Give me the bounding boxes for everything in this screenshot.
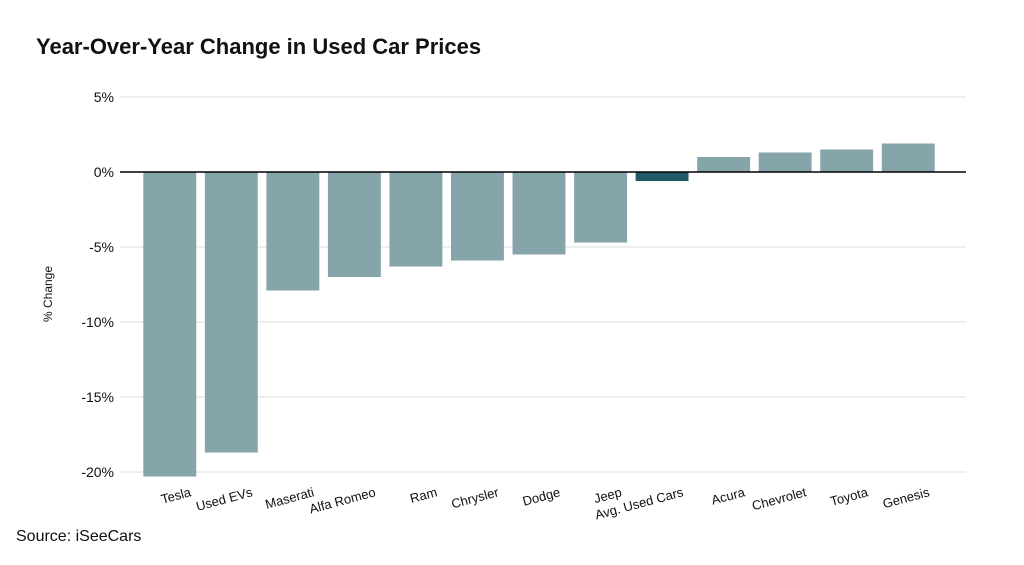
bar: [451, 172, 504, 261]
bar: [574, 172, 627, 243]
y-tick-label: -10%: [81, 314, 114, 330]
y-tick-label: 5%: [94, 89, 114, 105]
source-note: Source: iSeeCars: [16, 528, 141, 545]
bar: [512, 172, 566, 255]
x-tick-label: Ram: [408, 484, 438, 506]
bar: [389, 172, 443, 267]
bar: [697, 157, 751, 172]
chart-title: Year-Over-Year Change in Used Car Prices: [36, 34, 481, 59]
bar: [881, 143, 935, 172]
y-tick-label: -20%: [81, 464, 114, 480]
bar: [143, 172, 197, 477]
bar: [820, 149, 874, 172]
y-axis-label: % Change: [41, 266, 55, 322]
y-tick-label: 0%: [94, 164, 114, 180]
bar: [327, 172, 381, 277]
y-tick-label: -5%: [89, 239, 114, 255]
y-tick-label: -15%: [81, 389, 114, 405]
bar: [635, 172, 689, 181]
bar: [266, 172, 320, 291]
x-tick-label: Jeep: [592, 484, 623, 506]
bar: [758, 152, 812, 172]
bar: [204, 172, 258, 453]
